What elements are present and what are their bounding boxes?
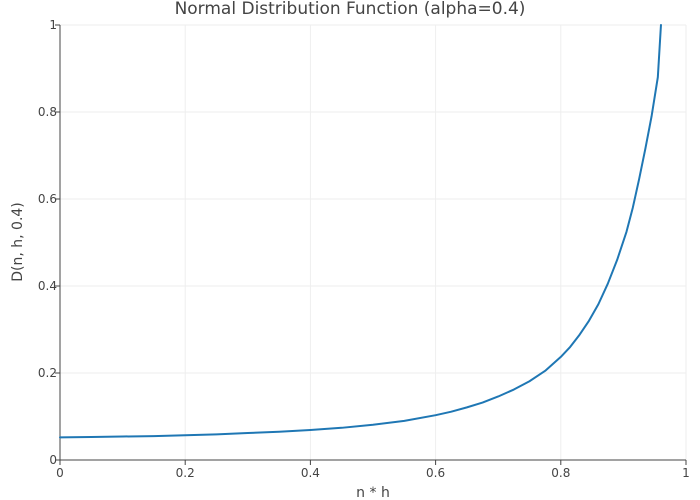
y-axis-label: D(n, h, 0.4) (10, 202, 26, 282)
y-tick-label: 0.2 (38, 366, 57, 380)
x-tick-label: 1 (682, 466, 690, 480)
grid (60, 24, 687, 460)
axes: 0 0.2 0.4 0.6 0.8 1 0 0.2 0.4 0.6 0.8 1 (38, 18, 690, 480)
x-tick-label: 0.4 (301, 466, 320, 480)
y-tick-label: 1 (49, 18, 57, 32)
chart-title: Normal Distribution Function (alpha=0.4) (175, 0, 526, 19)
x-tick-label: 0.8 (551, 466, 570, 480)
y-tick-label: 0.4 (38, 279, 57, 293)
y-tick-label: 0 (49, 453, 57, 467)
series-line (59, 24, 662, 439)
x-tick-label: 0 (56, 466, 64, 480)
y-tick-label: 0.8 (38, 105, 57, 119)
x-axis-label: n * h (356, 485, 390, 500)
x-tick-label: 0.2 (176, 466, 195, 480)
series-layer (59, 24, 662, 439)
x-tick-label: 0.6 (426, 466, 445, 480)
y-tick-label: 0.6 (38, 192, 57, 206)
